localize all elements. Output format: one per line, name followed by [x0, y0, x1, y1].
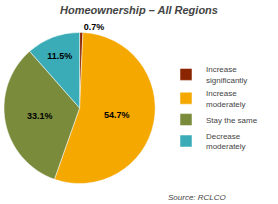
svg-text:Decreasemoderately: Decreasemoderately: [206, 132, 246, 151]
svg-text:33.1%: 33.1%: [27, 111, 53, 121]
svg-text:Homeownership – All Regions: Homeownership – All Regions: [60, 4, 218, 16]
svg-text:Stay the same: Stay the same: [206, 116, 258, 125]
svg-text:54.7%: 54.7%: [104, 110, 130, 120]
svg-text:Increasemoderately: Increasemoderately: [206, 89, 246, 108]
svg-text:Increasesignificantly: Increasesignificantly: [206, 65, 247, 84]
svg-text:Source: RCLCO: Source: RCLCO: [168, 193, 226, 202]
svg-text:11.5%: 11.5%: [47, 51, 72, 61]
svg-text:0.7%: 0.7%: [84, 22, 105, 32]
